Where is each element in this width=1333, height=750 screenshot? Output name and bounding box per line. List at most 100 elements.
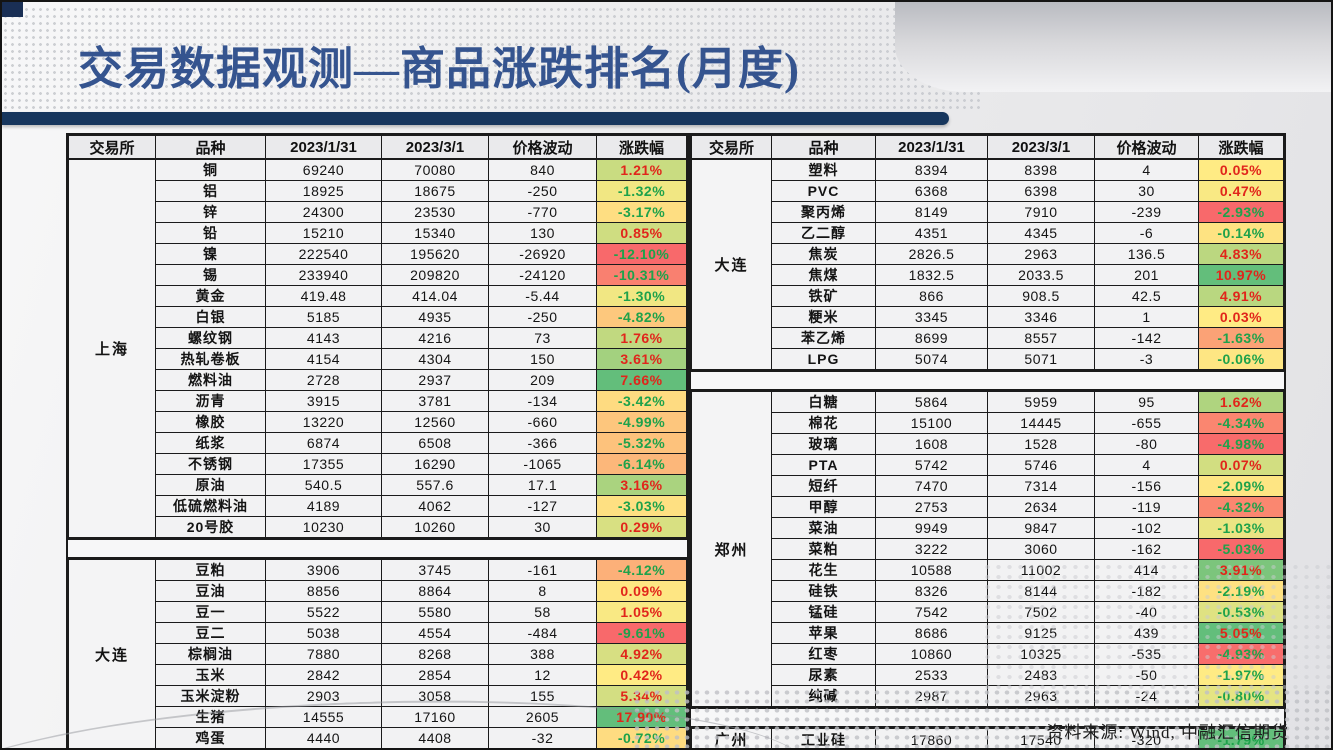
price-start-cell: 5038	[265, 622, 382, 644]
pct-cell: 0.09%	[596, 580, 687, 602]
change-cell: 150	[488, 348, 597, 370]
pct-cell: -2.93%	[1198, 201, 1284, 223]
price-end-cell: 70080	[381, 159, 489, 181]
change-cell: -119	[1094, 496, 1199, 518]
variety-cell: 红枣	[771, 643, 876, 665]
change-cell: -134	[488, 390, 597, 412]
price-start-cell: 2842	[265, 664, 382, 686]
variety-cell: 20号胶	[155, 516, 266, 538]
table-row: 热轧卷板 4154 4304 150 3.61%	[69, 348, 687, 370]
change-cell: 4	[1094, 454, 1199, 476]
col-header: 2023/1/31	[265, 135, 382, 159]
table-row: LPG 5074 5071 -3 -0.06%	[692, 348, 1284, 370]
price-end-cell: 4345	[987, 222, 1095, 244]
table-row: 焦煤 1832.5 2033.5 201 10.97%	[692, 264, 1284, 286]
pct-cell: 0.03%	[1198, 306, 1284, 328]
table-row: 郑州 白糖 5864 5959 95 1.62%	[691, 391, 1284, 707]
price-start-cell: 4440	[265, 727, 382, 748]
variety-cell: 锡	[155, 264, 266, 286]
variety-cell: 玻璃	[771, 433, 876, 455]
price-table-left: 交易所 品种 2023/1/31 2023/3/1 价格波动 涨跌幅 上海铜 69240 700…	[66, 133, 689, 748]
price-end-cell: 5071	[987, 348, 1095, 370]
table-row: 橡胶 13220 12560 -660 -4.99%	[69, 411, 687, 433]
variety-cell: 豆一	[155, 601, 266, 623]
world-map-dot-pattern	[2, 6, 982, 112]
change-cell: -5.44	[488, 285, 597, 307]
table-row: 锡 233940 209820 -24120 -10.31%	[69, 264, 687, 286]
price-end-cell: 8268	[381, 643, 489, 665]
col-header: 品种	[155, 135, 266, 159]
pct-cell: 1.76%	[596, 327, 687, 349]
price-start-cell: 8686	[875, 622, 988, 644]
variety-cell: 菜油	[771, 517, 876, 539]
price-end-cell: 4554	[381, 622, 489, 644]
change-cell: 95	[1094, 391, 1199, 413]
pct-cell: 4.91%	[1198, 285, 1284, 307]
price-end-cell: 557.6	[381, 474, 489, 496]
variety-cell: LPG	[771, 348, 876, 370]
table-row: 大连 塑料 8394 8398 4 0.05%	[691, 159, 1284, 370]
variety-cell: 棉花	[771, 412, 876, 434]
price-start-cell: 5074	[875, 348, 988, 370]
col-header: 交易所	[68, 135, 156, 159]
table-row: 大连 豆粕 3906 3745 -161 -4.12%	[68, 559, 687, 748]
exchange-cell: 大连	[68, 559, 156, 748]
exchange-cell: 郑州	[691, 391, 772, 707]
table-row: 黄金 419.48 414.04 -5.44 -1.30%	[69, 285, 687, 307]
variety-cell: 铁矿	[771, 285, 876, 307]
pct-cell: -9.61%	[596, 622, 687, 644]
price-end-cell: 6508	[381, 432, 489, 454]
variety-cell: 花生	[771, 559, 876, 581]
price-start-cell: 233940	[265, 264, 382, 286]
table-row: 短纤 7470 7314 -156 -2.09%	[692, 475, 1284, 497]
variety-cell: 黄金	[155, 285, 266, 307]
table-row: PTA 5742 5746 4 0.07%	[692, 454, 1284, 476]
variety-cell: 焦煤	[771, 264, 876, 286]
price-end-cell: 7314	[987, 475, 1095, 497]
variety-cell: 白银	[155, 306, 266, 328]
price-end-cell: 5580	[381, 601, 489, 623]
table-row: 原油 540.5 557.6 17.1 3.16%	[69, 474, 687, 496]
price-end-cell: 8557	[987, 327, 1095, 349]
change-cell: 840	[488, 159, 597, 181]
pct-cell: -12.10%	[596, 243, 687, 265]
price-start-cell: 8699	[875, 327, 988, 349]
price-start-cell: 3222	[875, 538, 988, 560]
pct-cell: -4.99%	[596, 411, 687, 433]
change-cell: 4	[1094, 159, 1199, 181]
table-row: 棕榈油 7880 8268 388 4.92%	[69, 643, 687, 665]
variety-cell: 沥青	[155, 390, 266, 412]
change-cell: 1	[1094, 306, 1199, 328]
change-cell: 30	[1094, 180, 1199, 202]
col-header: 交易所	[691, 135, 772, 159]
change-cell: -24120	[488, 264, 597, 286]
price-start-cell: 7880	[265, 643, 382, 665]
price-start-cell: 15100	[875, 412, 988, 434]
table-row: 乙二醇 4351 4345 -6 -0.14%	[692, 222, 1284, 244]
change-cell: 73	[488, 327, 597, 349]
change-cell: -239	[1094, 201, 1199, 223]
price-end-cell: 2854	[381, 664, 489, 686]
variety-cell: 原油	[155, 474, 266, 496]
change-cell: -250	[488, 306, 597, 328]
pct-cell: 1.05%	[596, 601, 687, 623]
table-row: 沥青 3915 3781 -134 -3.42%	[69, 390, 687, 412]
price-start-cell: 540.5	[265, 474, 382, 496]
table-row: 低硫燃料油 4189 4062 -127 -3.03%	[69, 495, 687, 517]
price-end-cell: 5959	[987, 391, 1095, 413]
change-cell: 42.5	[1094, 285, 1199, 307]
section-separator	[691, 370, 1284, 391]
price-start-cell: 8326	[875, 580, 988, 602]
change-cell: -32	[488, 727, 597, 748]
change-cell: -102	[1094, 517, 1199, 539]
table-row: 豆二 5038 4554 -484 -9.61%	[69, 622, 687, 644]
price-end-cell: 4216	[381, 327, 489, 349]
pct-cell: -6.14%	[596, 453, 687, 475]
pct-cell: -1.32%	[596, 180, 687, 202]
change-cell: -26920	[488, 243, 597, 265]
pct-cell: 7.66%	[596, 369, 687, 391]
table-row: PVC 6368 6398 30 0.47%	[692, 180, 1284, 202]
change-cell: -366	[488, 432, 597, 454]
price-start-cell: 5522	[265, 601, 382, 623]
price-start-cell: 7542	[875, 601, 988, 623]
